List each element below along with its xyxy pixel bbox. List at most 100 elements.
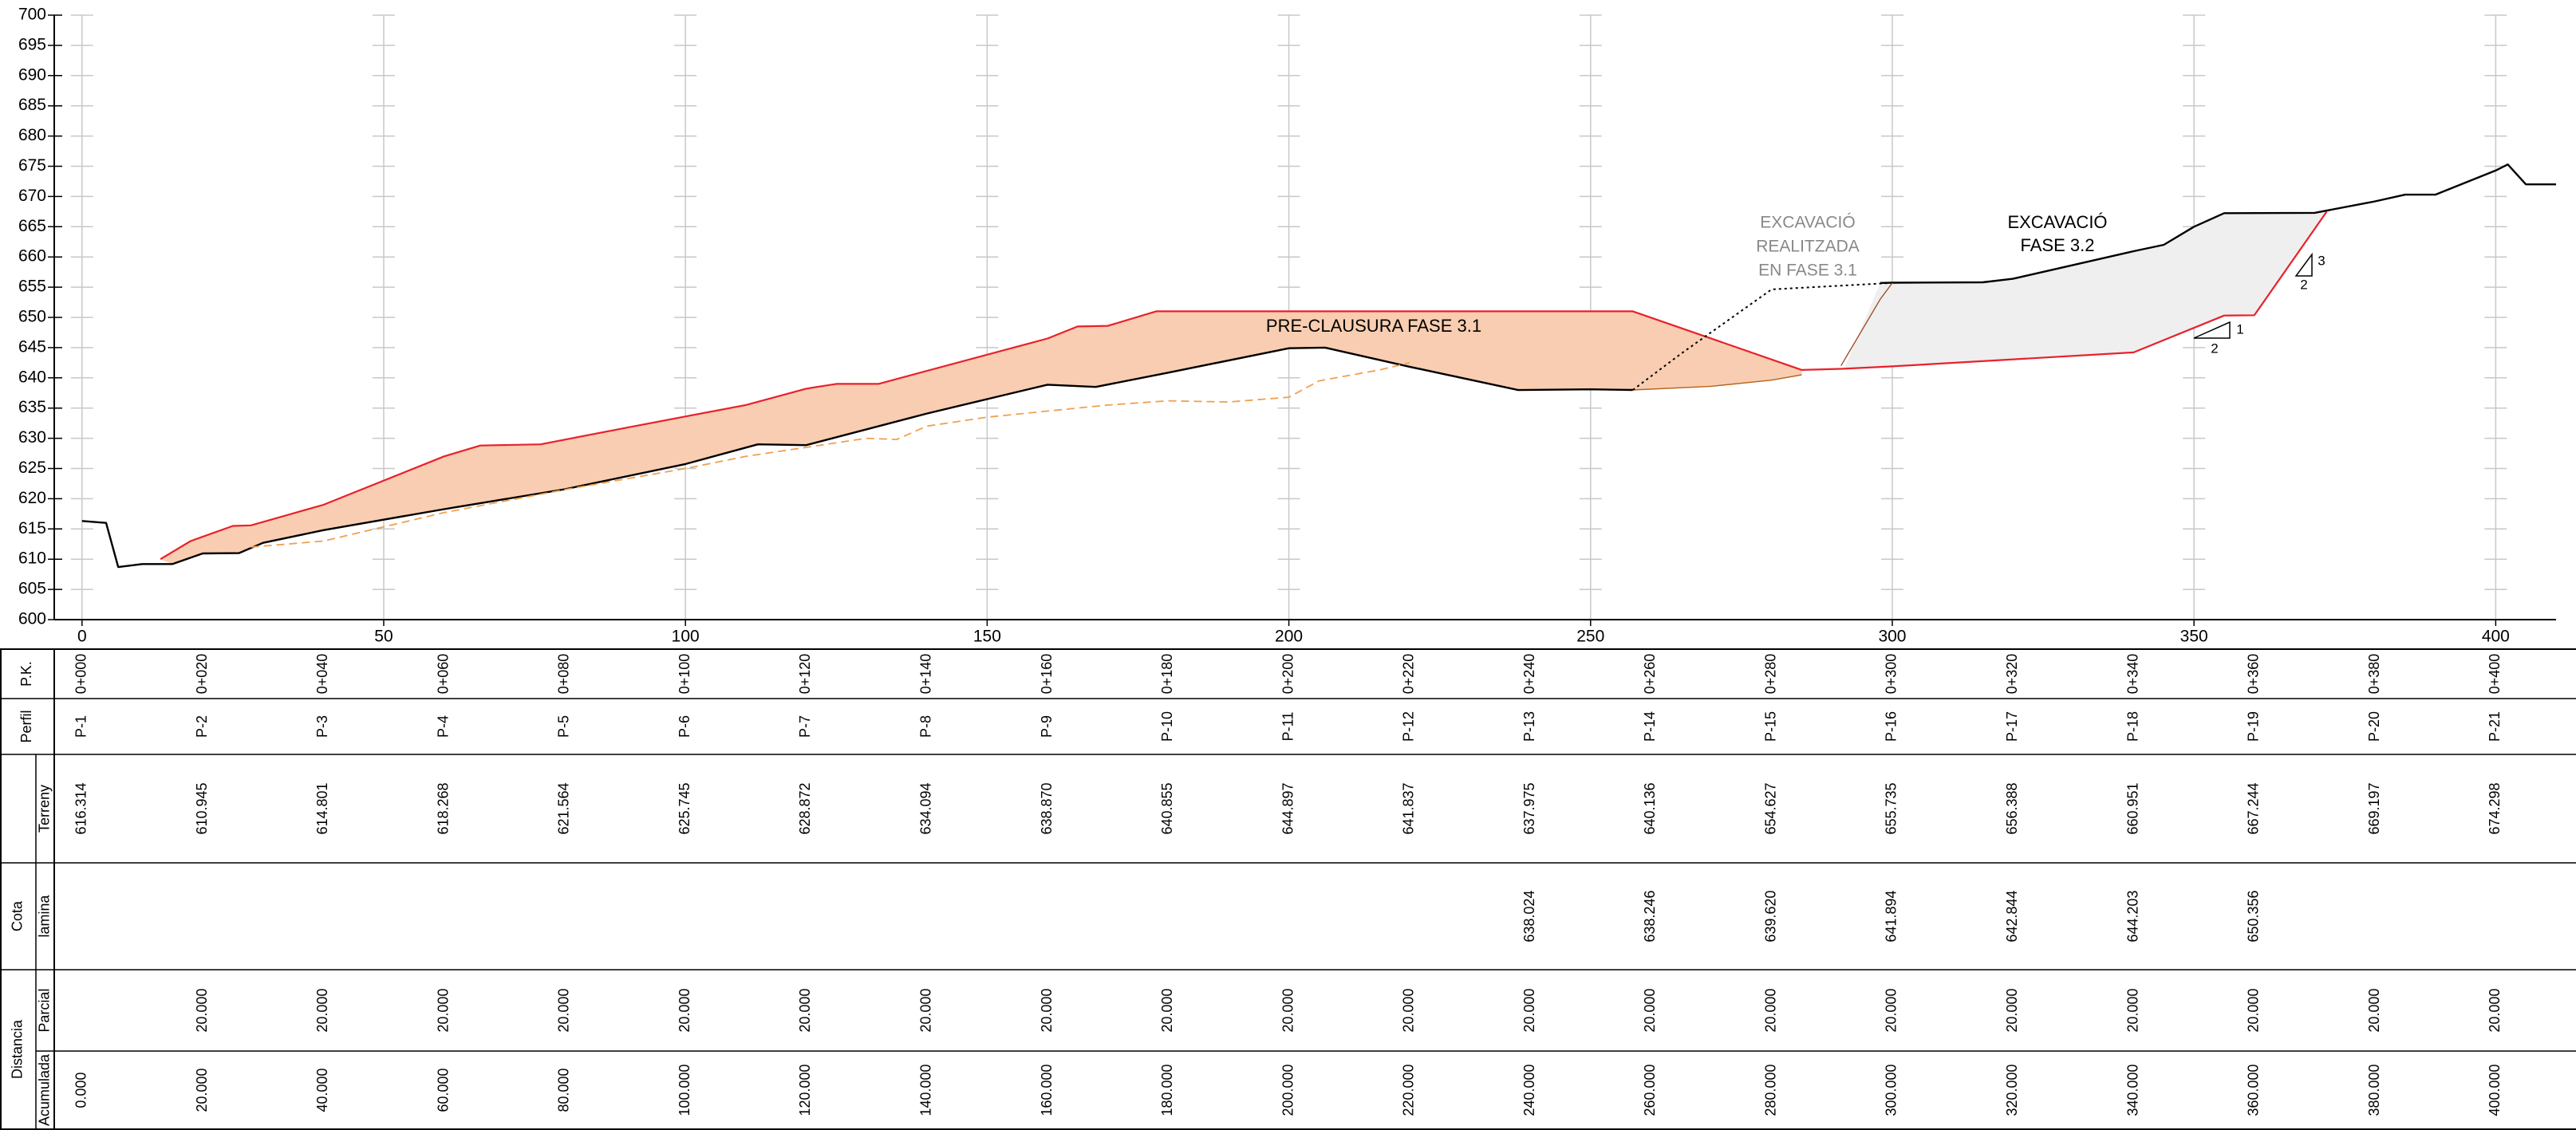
table-cell: 60.000: [435, 1068, 451, 1112]
table-cell: 20.000: [314, 988, 330, 1032]
y-tick-label: 680: [18, 126, 46, 144]
table-cell: 20.000: [2124, 988, 2140, 1032]
row-label: lamina: [36, 895, 52, 938]
table-cell: 0+160: [1039, 654, 1055, 695]
table-cell: 637.975: [1521, 782, 1537, 834]
table-cell: P-14: [1642, 711, 1658, 742]
table-cell: 0+280: [1762, 654, 1778, 695]
y-tick-label: 645: [18, 337, 46, 356]
y-tick-label: 690: [18, 65, 46, 84]
table-cell: 0+180: [1159, 654, 1175, 695]
table-cell: P-18: [2124, 711, 2140, 742]
x-tick-label: 100: [672, 628, 700, 646]
table-cell: 638.870: [1039, 782, 1055, 834]
table-cell: 20.000: [2487, 988, 2503, 1032]
fill-area: [160, 311, 1802, 565]
table-cell: 639.620: [1762, 890, 1778, 942]
plot: 600 605 610 615 620 625 630 635 640 645 650 655 660 6…: [18, 6, 2556, 646]
table-cell: 300.000: [1884, 1064, 1899, 1116]
table-cell: 669.197: [2366, 782, 2382, 834]
table-cell: 667.244: [2246, 782, 2262, 834]
slope-triangle: [2294, 252, 2313, 277]
table-cell: 656.388: [2004, 782, 2020, 834]
row-label: Acumulada: [36, 1053, 52, 1126]
y-tick-label: 640: [18, 368, 46, 386]
y-tick-label: 670: [18, 187, 46, 205]
table-cell: 100.000: [677, 1064, 692, 1116]
table-cell: 160.000: [1039, 1064, 1055, 1116]
table-cell: P-20: [2366, 711, 2382, 742]
data-table: P.K. 0+000 0+020 0+040 0+060 0+080 0+100 0+120 0…: [0, 648, 2576, 1130]
table-cell: 0+340: [2124, 654, 2140, 695]
table-cell: 650.356: [2246, 890, 2262, 942]
table-cell: 0+260: [1642, 654, 1658, 695]
table-cell: 200.000: [1280, 1064, 1296, 1116]
y-tick-label: 675: [18, 156, 46, 175]
row-label: Perfil: [18, 710, 34, 742]
table-cell: 621.564: [556, 782, 572, 834]
y-tick-label: 655: [18, 278, 46, 296]
table-cell: 0+240: [1521, 654, 1537, 695]
table-cell: 380.000: [2366, 1064, 2382, 1116]
table-cell: 640.855: [1159, 782, 1175, 834]
table-cell: 0+200: [1280, 654, 1296, 695]
table-cell: 0+020: [194, 654, 210, 695]
table-cell: 0+060: [435, 654, 451, 695]
table-cell: 340.000: [2124, 1064, 2140, 1116]
profile-line: [160, 211, 2328, 561]
table-cell: 20.000: [1642, 988, 1658, 1032]
row-group-label: Cota: [9, 900, 25, 931]
profile-line: [81, 346, 1633, 569]
table-cell: P-10: [1159, 711, 1175, 742]
table-cell: P-21: [2487, 711, 2503, 742]
table-cell: P-6: [677, 715, 692, 738]
y-tick-label: 695: [18, 35, 46, 53]
x-tick-label: 350: [2180, 628, 2208, 646]
y-tick-label: 610: [18, 549, 46, 568]
table-cell: 140.000: [917, 1064, 933, 1116]
annotation: PRE-CLAUSURA FASE 3.1: [1266, 316, 1481, 336]
profile-line: [1880, 163, 2556, 284]
table-cell: 640.136: [1642, 782, 1658, 834]
table-cell: P-15: [1762, 711, 1778, 742]
table-cell: 20.000: [797, 988, 813, 1032]
table-cell: 20.000: [194, 1068, 210, 1112]
profile-line: [1632, 374, 1802, 391]
table-cell: 20.000: [194, 988, 210, 1032]
table-cell: 180.000: [1159, 1064, 1175, 1116]
table-cell: 280.000: [1762, 1064, 1778, 1116]
table-cell: 0+300: [1884, 654, 1899, 695]
table-cell: 240.000: [1521, 1064, 1537, 1116]
table-cell: 655.735: [1884, 782, 1899, 834]
table-cell: 0+380: [2366, 654, 2382, 695]
y-tick-label: 650: [18, 308, 46, 326]
annotation: 3: [2318, 253, 2325, 268]
table-cell: 20.000: [1280, 988, 1296, 1032]
table-cell: 20.000: [917, 988, 933, 1032]
profile-line: [1632, 282, 1893, 391]
annotation: FASE 3.2: [2021, 235, 2095, 255]
x-tick-label: 200: [1275, 628, 1303, 646]
table-cell: 625.745: [677, 782, 692, 834]
table-cell: 120.000: [797, 1064, 813, 1116]
table-cell: 0+120: [797, 654, 813, 695]
annotation: EN FASE 3.1: [1758, 262, 1857, 280]
annotation: 2: [2300, 277, 2307, 292]
y-tick-label: 630: [18, 428, 46, 447]
table-cell: 80.000: [556, 1068, 572, 1112]
table-cell: 638.246: [1642, 890, 1658, 942]
annotation: 2: [2211, 341, 2218, 356]
table-cell: 400.000: [2487, 1064, 2503, 1116]
row-label: Terreny: [36, 785, 52, 833]
row-group-label: Distancia: [9, 1019, 25, 1079]
table-cell: 634.094: [917, 782, 933, 834]
y-tick-label: 615: [18, 519, 46, 537]
table-cell: 642.844: [2004, 890, 2020, 942]
table-cell: 260.000: [1642, 1064, 1658, 1116]
table-cell: 0+320: [2004, 654, 2020, 695]
table-cell: 0+400: [2487, 654, 2503, 695]
x-tick-label: 50: [374, 628, 393, 646]
table-cell: 40.000: [314, 1068, 330, 1112]
table-cell: P-16: [1884, 711, 1899, 742]
